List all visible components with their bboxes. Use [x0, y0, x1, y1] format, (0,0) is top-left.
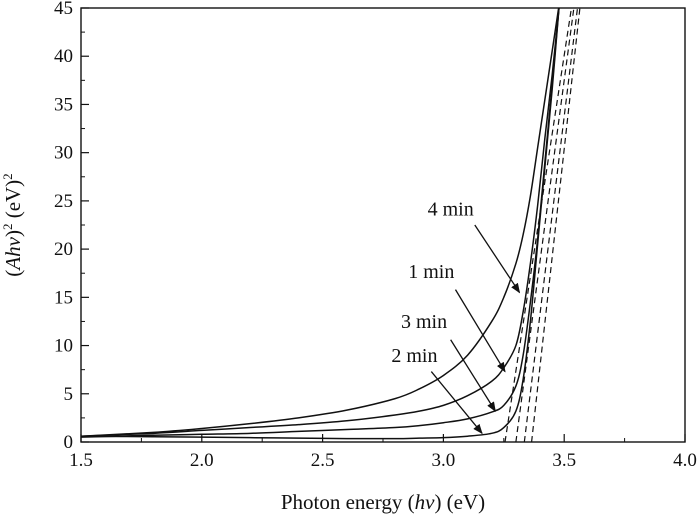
annotation-arrow-1-min [454, 289, 506, 373]
y-tick-label-40: 40 [54, 46, 73, 67]
annotation-arrow-2-min [430, 371, 483, 435]
y-tick-label-15: 15 [54, 287, 73, 308]
annotation-arrow-3-min [450, 339, 496, 412]
x-tick-label-2-0: 2.0 [190, 450, 214, 471]
extrapolation-line-1 [504, 8, 573, 442]
series-line-1-min [81, 8, 560, 437]
y-tick-label-30: 30 [54, 143, 73, 164]
series-line-3-min [81, 8, 560, 438]
y-tick-label-0: 0 [64, 432, 74, 453]
series-line-2-min [81, 8, 560, 440]
y-tick-label-5: 5 [64, 384, 74, 405]
x-tick-label-1-5: 1.5 [69, 450, 93, 471]
x-axis-title: Photon energy (hν) (eV) [281, 490, 485, 514]
annotation-label-4-min: 4 min [428, 198, 474, 220]
extrapolation-line-2 [515, 8, 575, 442]
data-series-layer [81, 8, 581, 442]
y-tick-label-20: 20 [54, 239, 73, 260]
extrapolation-line-4 [530, 8, 581, 442]
axis-ticks: 1.5 2.0 2.5 3.0 3.5 4.0 0 5 10 15 20 25 30 35 40 45 [54, 0, 697, 471]
annotation-arrow-4-min [474, 224, 521, 294]
plot-frame [80, 7, 686, 443]
x-tick-label-3-0: 3.0 [432, 450, 456, 471]
y-tick-label-25: 25 [54, 191, 73, 212]
y-tick-label-45: 45 [54, 0, 73, 19]
y-tick-label-10: 10 [54, 336, 73, 357]
y-axis-title: (Ahν)2 (eV)2 [0, 173, 25, 276]
annotation-label-1-min: 1 min [408, 261, 454, 283]
x-tick-label-3-5: 3.5 [552, 450, 576, 471]
y-tick-label-35: 35 [54, 94, 73, 115]
annotation-layer: 4 min 1 min 3 min 2 min [391, 198, 521, 435]
extrapolation-line-3 [523, 8, 579, 442]
annotation-label-2-min: 2 min [391, 345, 437, 367]
x-tick-label-4-0: 4.0 [673, 450, 697, 471]
series-line-4-min [81, 8, 560, 437]
annotation-label-3-min: 3 min [401, 311, 447, 333]
x-tick-label-2-5: 2.5 [311, 450, 335, 471]
